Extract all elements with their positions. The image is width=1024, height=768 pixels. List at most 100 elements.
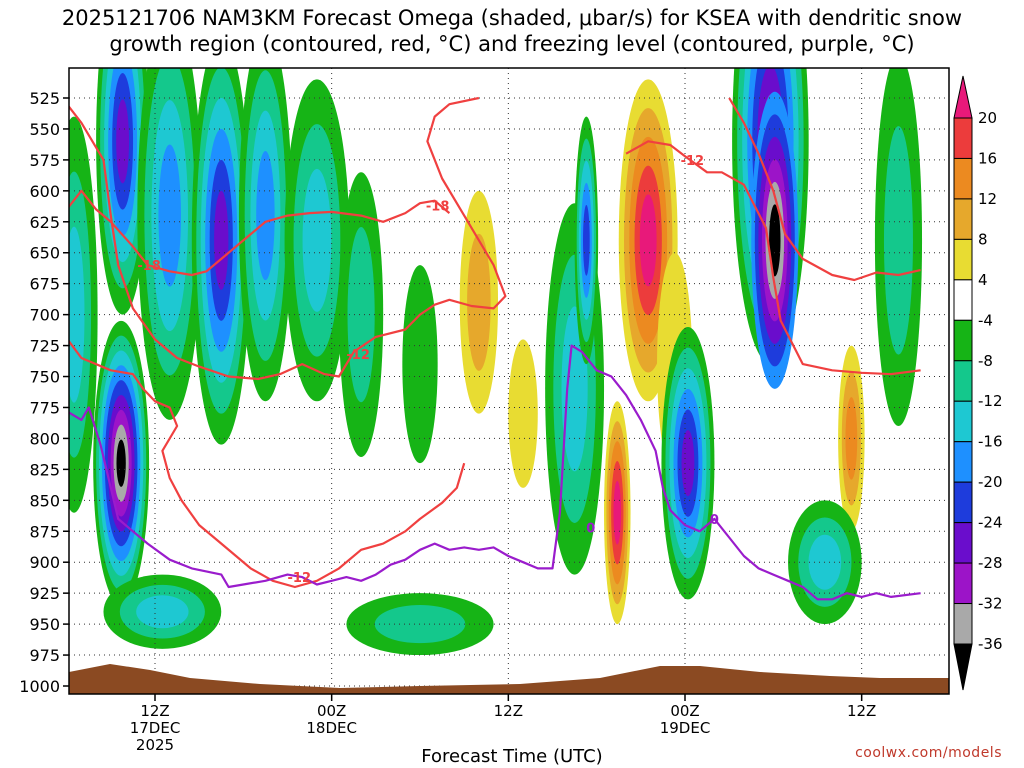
- y-tick-label-850: 850: [29, 491, 60, 510]
- colorbar-box-6: [953, 360, 973, 402]
- colorbar-label--32: -32: [978, 595, 1003, 613]
- temperature-contours: -12 -12 -18 -18 -12 0 0: [69, 96, 921, 601]
- colorbar-label--12: -12: [978, 392, 1003, 410]
- colorbar-box-2: [953, 198, 973, 240]
- y-tick-label-950: 950: [29, 615, 60, 634]
- omega-cell-7-2: [302, 168, 332, 312]
- plot-area: -12 -12 -18 -18 -12 0 0: [69, 68, 949, 694]
- contour-label-5: 0: [710, 513, 719, 528]
- y-tick-label-650: 650: [29, 244, 60, 263]
- omega-cell-13-4: [613, 480, 622, 545]
- colorbar-label--4: -4: [978, 311, 993, 329]
- y-tick-label-725: 725: [29, 337, 60, 356]
- colorbar-label-20: 20: [978, 109, 997, 127]
- omega-cell-5-5: [214, 190, 229, 290]
- colorbar-box-9: [953, 481, 973, 524]
- omega-cell-8-1: [347, 227, 375, 403]
- terrain-ground: [69, 664, 949, 694]
- colorbar-box-12: [953, 603, 973, 645]
- omega-cell-17-4: [582, 204, 590, 276]
- omega-cell-14-4: [639, 194, 657, 287]
- contour-1: [69, 96, 507, 381]
- omega-cell-16-5: [681, 430, 695, 497]
- x-tick-label-60-0: 12Z: [847, 702, 876, 720]
- colorbar-label--8: -8: [978, 352, 993, 370]
- colorbar-box-1: [953, 157, 973, 200]
- colorbar-box-11: [953, 562, 973, 605]
- omega-cell-4-3: [158, 144, 181, 287]
- colorbar-label-16: 16: [978, 149, 997, 167]
- y-tick-label-900: 900: [29, 553, 60, 572]
- x-tick-label-12-2: 2025: [136, 736, 174, 754]
- colorbar-box-4: [953, 279, 973, 321]
- omega-cell-6-3: [256, 151, 275, 281]
- colorbar-label-4: 4: [978, 271, 988, 289]
- colorbar-label--36: -36: [978, 635, 1003, 653]
- y-tick-label-625: 625: [29, 213, 60, 232]
- contour-label-2: -18: [137, 259, 161, 274]
- y-tick-label-675: 675: [29, 275, 60, 294]
- y-tick-label-575: 575: [29, 151, 60, 170]
- chart-title-line-2: growth region (contoured, red, °C) and f…: [109, 32, 915, 56]
- y-tick-label-825: 825: [29, 460, 60, 479]
- x-tick-label-48-1: 19DEC: [660, 719, 711, 737]
- omega-cell-19-5: [769, 204, 781, 277]
- chart-title-line-1: 2025121706 NAM3KM Forecast Omega (shaded…: [61, 6, 963, 30]
- colorbar-box-5: [953, 319, 973, 362]
- y-tick-label-1000: 1000: [19, 677, 60, 696]
- omega-cell-24-1: [374, 605, 466, 644]
- omega-cell-9-0: [402, 265, 438, 464]
- contour-label-1: -12: [346, 348, 370, 363]
- x-tick-label-24-0: 00Z: [317, 702, 346, 720]
- x-tick-label-12-1: 17DEC: [130, 719, 181, 737]
- credit-link[interactable]: coolwx.com/models: [855, 745, 1002, 761]
- contour-4: [728, 97, 921, 282]
- x-tick-label-36-0: 12Z: [494, 702, 523, 720]
- omega-cell-2-5: [116, 99, 130, 184]
- y-tick-label-550: 550: [29, 120, 60, 139]
- colorbar-label-12: 12: [978, 190, 997, 208]
- y-tick-label-750: 750: [29, 368, 60, 387]
- colorbar-bottom-arrow: [953, 643, 973, 691]
- colorbar: 20 16 12 8 4 -4 -8 -12 -16 -20 -24 -28 -32 -36: [953, 75, 1003, 691]
- colorbar-label--16: -16: [978, 433, 1003, 451]
- y-tick-label-700: 700: [29, 306, 60, 325]
- colorbar-box-3: [953, 238, 973, 281]
- y-tick-label-525: 525: [29, 89, 60, 108]
- colorbar-label--28: -28: [978, 554, 1003, 572]
- omega-cell-21-1: [883, 126, 913, 355]
- colorbar-box-8: [953, 441, 973, 483]
- colorbar-box-0: [953, 117, 973, 159]
- contour-5: [69, 344, 921, 601]
- colorbar-label-8: 8: [978, 230, 988, 248]
- omega-cell-23-2: [136, 595, 189, 629]
- x-tick-label-24-1: 18DEC: [306, 719, 357, 737]
- omega-shading: [69, 68, 949, 694]
- contour-label-0: -12: [288, 571, 312, 586]
- colorbar-label--24: -24: [978, 514, 1003, 532]
- contour-label-4: -12: [681, 154, 705, 169]
- y-tick-label-800: 800: [29, 429, 60, 448]
- x-tick-label-48-0: 00Z: [670, 702, 699, 720]
- contour-0: [69, 339, 466, 589]
- y-tick-label-875: 875: [29, 522, 60, 541]
- omega-cell-10-1: [467, 233, 491, 371]
- y-tick-label-600: 600: [29, 182, 60, 201]
- colorbar-label--20: -20: [978, 473, 1003, 491]
- x-axis-title: Forecast Time (UTC): [421, 746, 603, 767]
- x-tick-label-12-0: 12Z: [140, 702, 169, 720]
- y-tick-label-975: 975: [29, 646, 60, 665]
- omega-cell-3-8: [116, 439, 126, 487]
- y-tick-label-925: 925: [29, 584, 60, 603]
- colorbar-box-7: [953, 400, 973, 443]
- contour-label-6: 0: [586, 522, 595, 537]
- contour-2: [69, 189, 451, 277]
- y-tick-label-775: 775: [29, 398, 60, 417]
- contour-3: [625, 140, 921, 376]
- colorbar-box-10: [953, 522, 973, 564]
- omega-cell-11-0: [508, 339, 538, 488]
- y-axis: 525 550 575 600 625 650 675 700 725 750 775 800 825 8…: [19, 89, 69, 696]
- omega-cell-20-2: [845, 397, 858, 480]
